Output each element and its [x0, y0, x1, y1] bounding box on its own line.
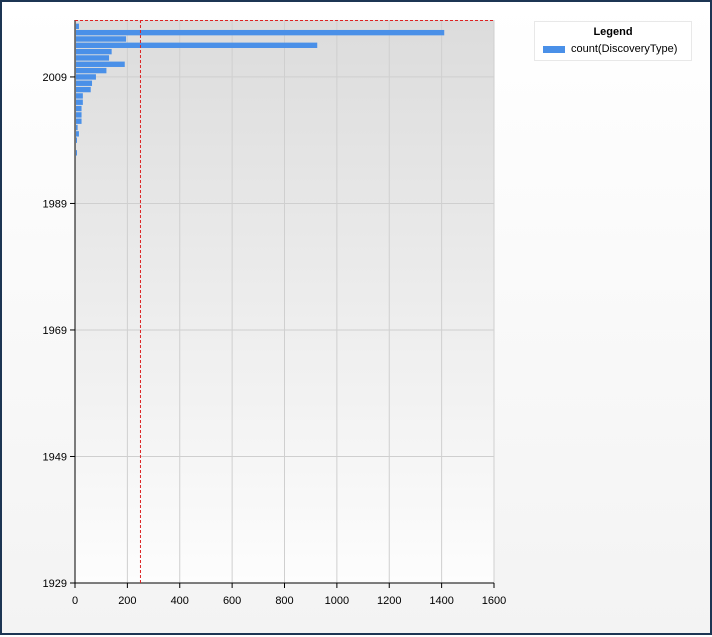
- x-tick-label: 1200: [377, 595, 401, 607]
- bar: [76, 42, 318, 48]
- bar: [76, 131, 79, 137]
- y-tick-label: 1949: [43, 451, 67, 463]
- bar: [76, 74, 96, 80]
- y-tick-label: 1969: [43, 325, 67, 337]
- x-tick-label: 400: [171, 595, 189, 607]
- legend-title: Legend: [593, 26, 633, 38]
- y-axis-ticks: 1929 1949 1969 1989 2009: [43, 72, 75, 590]
- y-tick-label: 1989: [43, 198, 67, 210]
- bar: [76, 137, 77, 143]
- x-tick-label: 200: [118, 595, 136, 607]
- bar: [76, 23, 79, 30]
- bar: [76, 93, 83, 99]
- legend: Legend count(DiscoveryType): [534, 21, 692, 61]
- bars: [76, 23, 445, 156]
- bar: [76, 105, 82, 112]
- x-tick-label: 1400: [429, 595, 453, 607]
- bar: [76, 150, 77, 156]
- reference-lines: [75, 20, 494, 583]
- y-tick-label: 2009: [43, 72, 67, 84]
- bar: [76, 124, 78, 131]
- bar: [76, 118, 82, 124]
- bar: [76, 112, 82, 118]
- x-tick-label: 600: [223, 595, 241, 607]
- legend-swatch: [543, 46, 565, 53]
- bar: [76, 67, 107, 74]
- x-tick-label: 0: [72, 595, 78, 607]
- legend-label: count(DiscoveryType): [571, 43, 678, 55]
- bar: [76, 36, 127, 42]
- bar: [76, 86, 91, 93]
- bar: [76, 29, 445, 36]
- x-tick-label: 1000: [325, 595, 349, 607]
- bar: [76, 80, 93, 86]
- bar: [76, 55, 110, 61]
- y-tick-label: 1929: [43, 578, 67, 590]
- bar: [76, 99, 83, 105]
- x-axis-ticks: 0 200 400 600 800 1000 1200 1400 1600: [72, 583, 506, 607]
- bar: [76, 48, 112, 55]
- x-tick-label: 800: [275, 595, 293, 607]
- x-tick-label: 1600: [482, 595, 506, 607]
- bar: [76, 61, 125, 67]
